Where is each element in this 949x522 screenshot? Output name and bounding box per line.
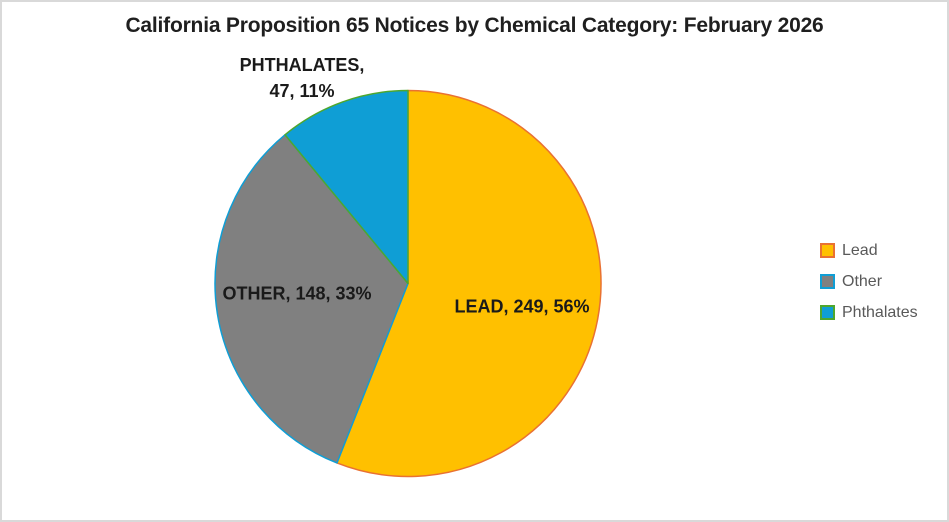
data-label-lead: LEAD, 249, 56% [454, 296, 590, 317]
legend-item-lead[interactable]: Lead [820, 242, 918, 259]
data-label-phthalates: PHTHALATES, 47, 11% [240, 52, 365, 104]
legend-label-lead: Lead [842, 242, 878, 259]
data-label-phthalates-line1: PHTHALATES, [239, 55, 365, 75]
legend-swatch-other-icon [820, 274, 835, 289]
data-label-other: OTHER, 148, 33% [222, 283, 372, 304]
legend-label-phthalates: Phthalates [842, 304, 918, 321]
pie-slice-lead[interactable] [336, 89, 602, 478]
legend-swatch-lead-icon [820, 243, 835, 258]
chart-legend: Lead Other Phthalates [820, 242, 918, 335]
legend-swatch-phthalates-icon [820, 305, 835, 320]
pie-slice-phthalates[interactable] [284, 89, 409, 285]
chart-title: California Proposition 65 Notices by Che… [125, 14, 824, 37]
data-label-phthalates-line2: 47, 11% [269, 81, 335, 101]
legend-item-other[interactable]: Other [820, 273, 918, 290]
pie-slice-other[interactable] [214, 134, 409, 464]
legend-label-other: Other [842, 273, 883, 290]
legend-item-phthalates[interactable]: Phthalates [820, 304, 918, 321]
